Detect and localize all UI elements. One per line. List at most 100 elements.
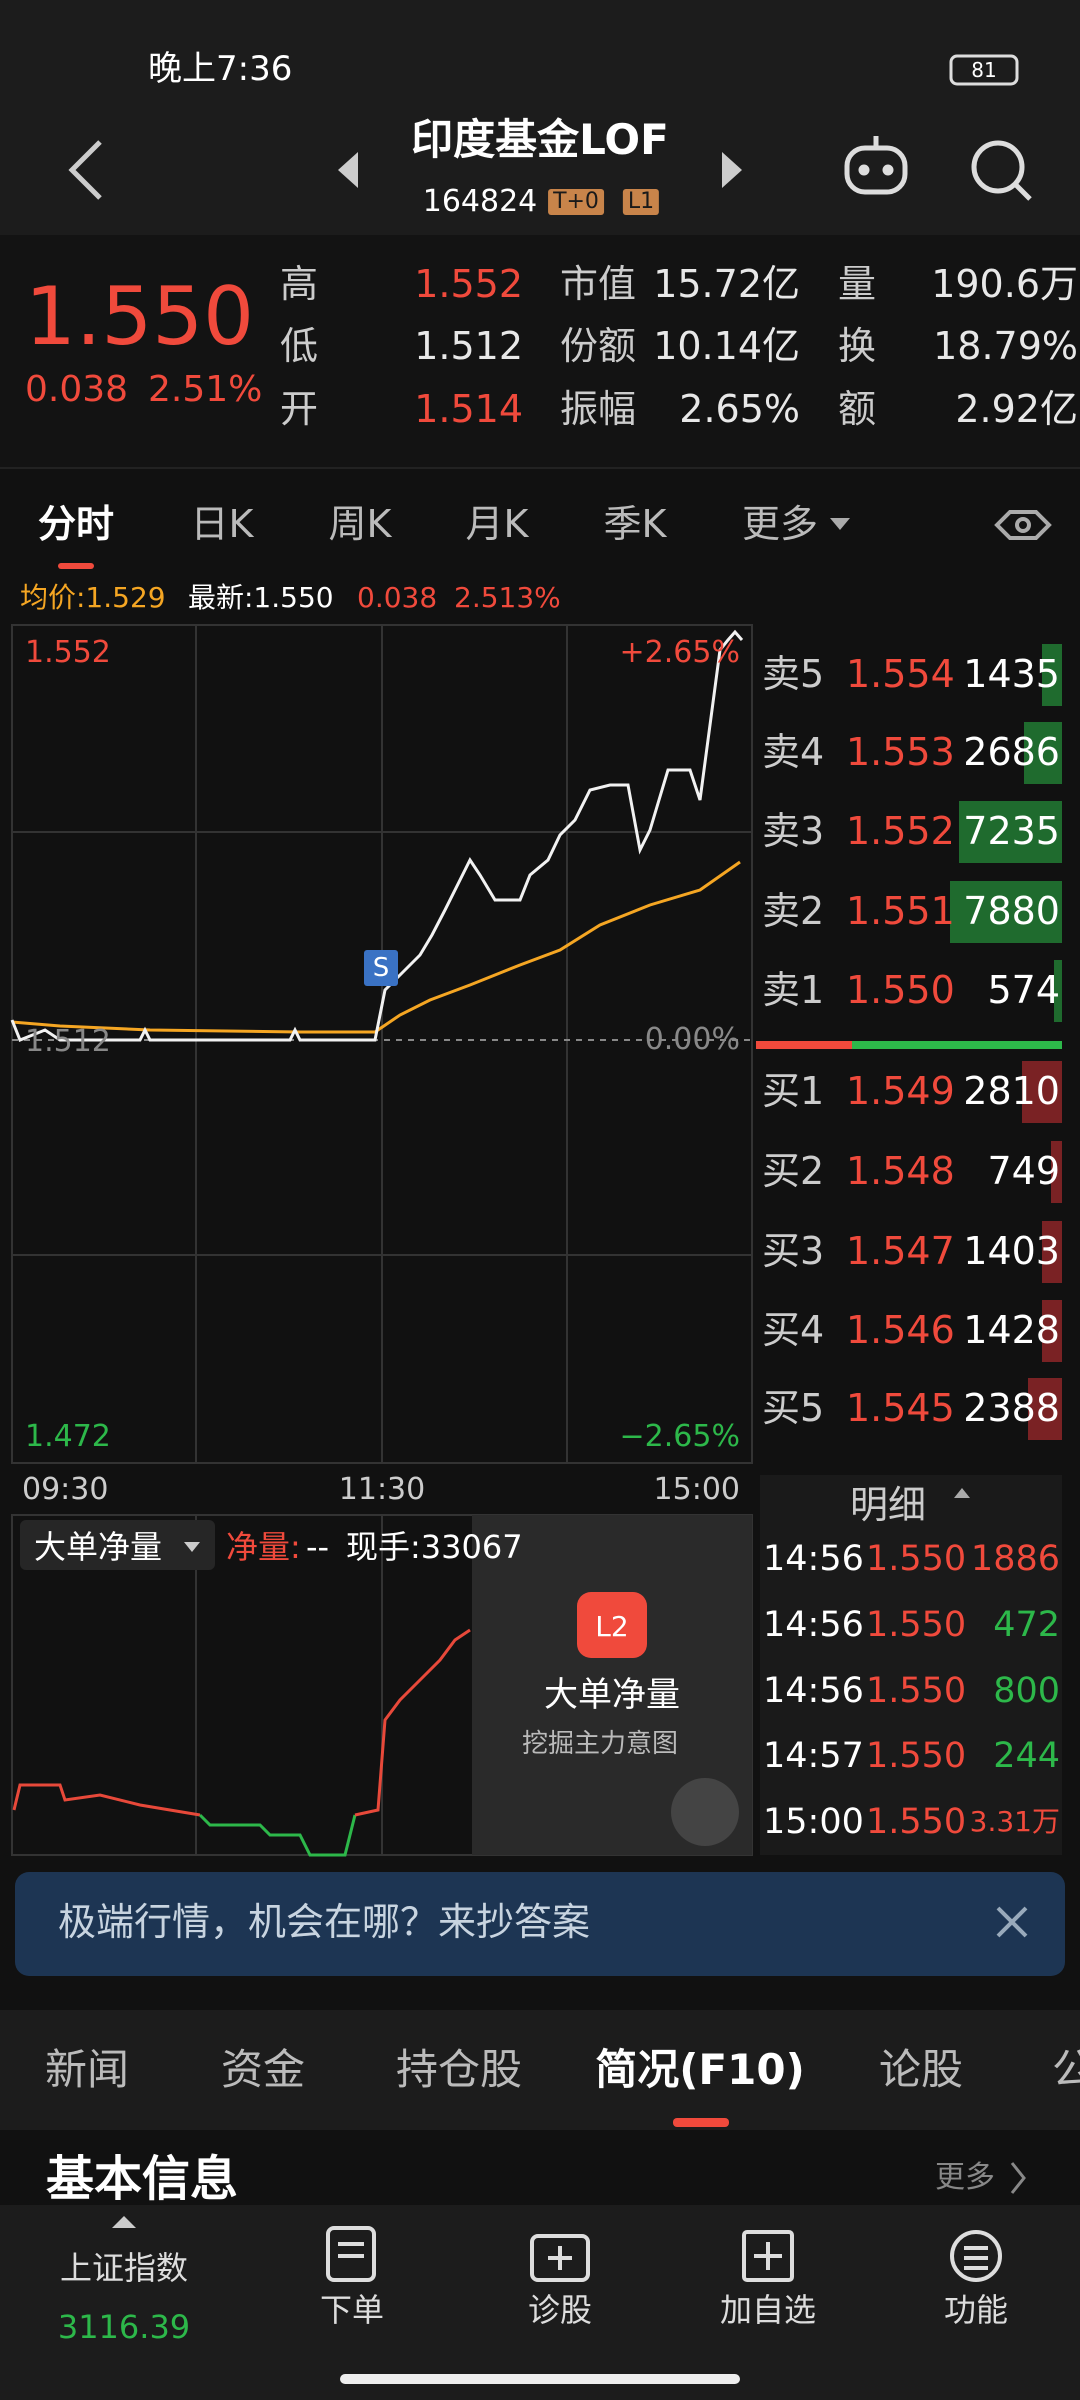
- net-value: --: [306, 1527, 330, 1566]
- book-price: 1.551: [846, 889, 955, 934]
- volume-bar: [1022, 1061, 1062, 1123]
- nav-item[interactable]: 加自选: [719, 2290, 817, 2329]
- book-side: 买3: [762, 1229, 825, 1274]
- latest-price: 最新:1.550: [188, 581, 334, 615]
- next-icon[interactable]: [722, 152, 742, 188]
- stat-value: 10.14亿: [653, 324, 800, 369]
- axis-high: 1.552: [25, 635, 111, 670]
- section-tab[interactable]: 公: [1052, 2044, 1080, 2094]
- detail-time: 14:57: [763, 1736, 864, 1776]
- divider: [0, 467, 1080, 469]
- section-title: 基本信息: [46, 2151, 239, 2208]
- nav-item[interactable]: 诊股: [527, 2290, 593, 2329]
- promo-icon-text: L2: [595, 1610, 628, 1643]
- axis-low: 1.472: [25, 1419, 111, 1454]
- time-label: 11:30: [338, 1472, 426, 1507]
- detail-volume: 800: [993, 1671, 1060, 1711]
- book-price: 1.545: [846, 1386, 955, 1431]
- book-price: 1.553: [846, 730, 955, 775]
- detail-time: 14:56: [763, 1539, 864, 1579]
- signal-badge: [364, 950, 398, 986]
- banner-close[interactable]: [996, 1906, 1028, 1938]
- badge: L1: [622, 188, 660, 216]
- volume-bar: [1042, 1221, 1062, 1283]
- book-side: 卖4: [762, 730, 825, 775]
- last-price: 1.550: [25, 270, 255, 363]
- book-price: 1.549: [846, 1069, 955, 1114]
- expand-button[interactable]: [671, 1778, 739, 1846]
- header-bg: [0, 0, 1080, 235]
- detail-price: 1.550: [866, 1802, 967, 1842]
- book-side: 买5: [762, 1386, 825, 1431]
- detail-price: 1.550: [866, 1736, 967, 1776]
- info-change: 0.038: [357, 581, 438, 615]
- book-side: 卖3: [762, 809, 825, 854]
- stat-label: 低: [280, 324, 319, 369]
- stat-value: 18.79%: [933, 324, 1078, 369]
- book-split-green: [852, 1041, 1062, 1049]
- volume-bar: [1023, 722, 1062, 784]
- book-price: 1.547: [846, 1229, 955, 1274]
- stat-label: 高: [280, 262, 319, 307]
- stock-code: 164824: [422, 184, 538, 219]
- banner-bg[interactable]: [15, 1872, 1065, 1976]
- avg-price: 均价:1.529: [20, 581, 166, 615]
- stat-label: 市值: [560, 262, 637, 307]
- info-change-pct: 2.513%: [454, 581, 561, 615]
- book-volume: 2686: [963, 730, 1060, 775]
- nav-item[interactable]: 功能: [943, 2290, 1009, 2329]
- section-more[interactable]: 更多: [935, 2160, 995, 2195]
- index-name[interactable]: 上证指数: [59, 2248, 189, 2287]
- selector-bg[interactable]: [20, 1520, 215, 1570]
- battery-icon: [949, 54, 1019, 86]
- prev-icon[interactable]: [338, 152, 358, 188]
- book-volume: 2810: [963, 1069, 1060, 1114]
- net-label: 净量:: [226, 1527, 301, 1566]
- section-tab[interactable]: 资金: [220, 2044, 306, 2094]
- axis-low-pct: −2.65%: [619, 1419, 740, 1454]
- tab[interactable]: 月K: [465, 502, 529, 547]
- tab[interactable]: 日K: [190, 502, 254, 547]
- net-selector[interactable]: 大单净量: [34, 1527, 163, 1566]
- stat-label: 振幅: [560, 387, 637, 432]
- signal-label: S: [373, 953, 390, 983]
- book-volume: 1403: [963, 1229, 1060, 1274]
- book-volume: 7235: [963, 809, 1060, 854]
- stat-value: 1.512: [414, 324, 523, 369]
- detail-sort: [954, 1488, 970, 1498]
- section-tab-indicator: [673, 2118, 729, 2127]
- detail-title[interactable]: 明细: [849, 1483, 927, 1528]
- volume-bar: [1041, 1300, 1062, 1362]
- price-line: [10, 629, 744, 1042]
- back-icon[interactable]: [68, 140, 102, 200]
- book-side: 买2: [762, 1149, 825, 1194]
- banner-text[interactable]: 极端行情，机会在哪？来抄答案: [58, 1900, 591, 1945]
- index-value: 3116.39: [57, 2307, 191, 2346]
- section-tab[interactable]: 持仓股: [395, 2044, 523, 2094]
- book-side: 卖5: [762, 652, 825, 697]
- book-price: 1.548: [846, 1149, 955, 1194]
- book-side: 买1: [762, 1069, 825, 1114]
- section-tab[interactable]: 论股: [878, 2044, 964, 2094]
- chart-grid: [11, 624, 753, 1464]
- promo-icon: [577, 1592, 647, 1658]
- book-volume: 2388: [963, 1386, 1060, 1431]
- tab[interactable]: 周K: [328, 502, 392, 547]
- search-icon[interactable]: [971, 140, 1032, 201]
- tab[interactable]: 分时: [37, 502, 115, 547]
- stat-label: 额: [838, 387, 877, 432]
- settings-icon[interactable]: [994, 510, 1052, 540]
- volume-bar: [1053, 960, 1062, 1022]
- section-tab[interactable]: 简况(F10): [595, 2044, 805, 2094]
- tab[interactable]: 更多: [741, 502, 819, 547]
- tab[interactable]: 季K: [603, 502, 667, 547]
- robot-icon[interactable]: [844, 136, 908, 195]
- volume-bar: [1028, 1378, 1062, 1440]
- status-time: 晚上7:36: [148, 48, 293, 89]
- stock-title: 印度基金LOF: [411, 114, 669, 164]
- book-price: 1.554: [846, 652, 955, 697]
- nav-item[interactable]: 下单: [319, 2290, 385, 2329]
- section-tab[interactable]: 新闻: [44, 2044, 130, 2094]
- current-hand: 现手:33067: [346, 1527, 523, 1566]
